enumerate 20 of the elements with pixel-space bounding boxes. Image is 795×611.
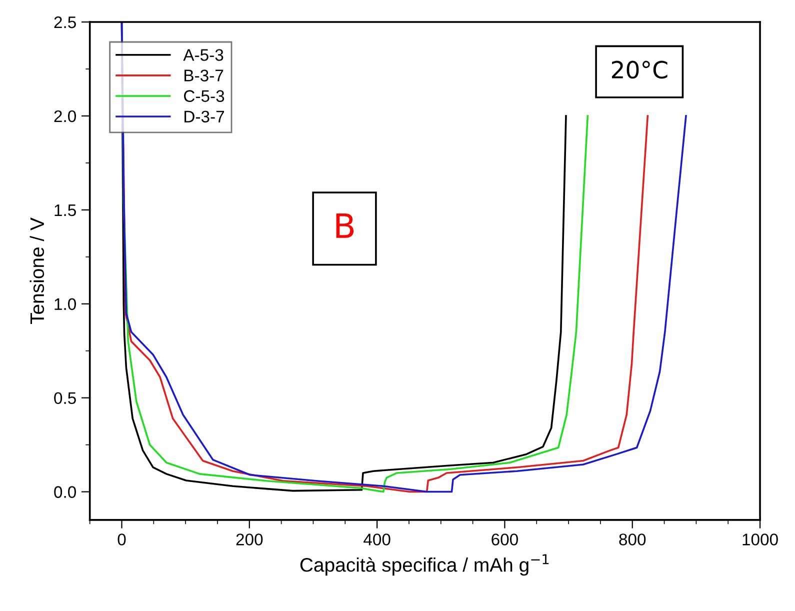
legend-label: D-3-7 xyxy=(184,110,224,123)
x-tick-label: 400 xyxy=(364,534,390,546)
x-tick-label: 800 xyxy=(619,534,646,546)
legend-label: C-5-3 xyxy=(184,90,224,102)
y-tick-label: 2.5 xyxy=(54,16,76,28)
x-tick-label: 1000 xyxy=(742,534,778,546)
y-tick-label: 1.0 xyxy=(54,298,76,310)
annotation: 20°C xyxy=(612,60,668,79)
legend-label: A-5-3 xyxy=(183,49,224,61)
x-tick-label: 200 xyxy=(236,534,263,546)
y-tick-label: 0.0 xyxy=(54,486,76,498)
legend-label: B-3-7 xyxy=(184,70,224,82)
x-tick-label: 0 xyxy=(118,534,126,546)
x-tick-label: 600 xyxy=(492,534,518,546)
y-tick-label: 2.0 xyxy=(54,110,76,122)
y-tick-label: 1.5 xyxy=(54,204,76,216)
y-axis-title: Tensione / V xyxy=(30,218,44,324)
x-axis-title: Capacità specifica / mAh g$^{−1}$ xyxy=(300,554,549,576)
y-tick-label: 0.5 xyxy=(54,392,76,404)
annotation: B xyxy=(336,214,354,238)
